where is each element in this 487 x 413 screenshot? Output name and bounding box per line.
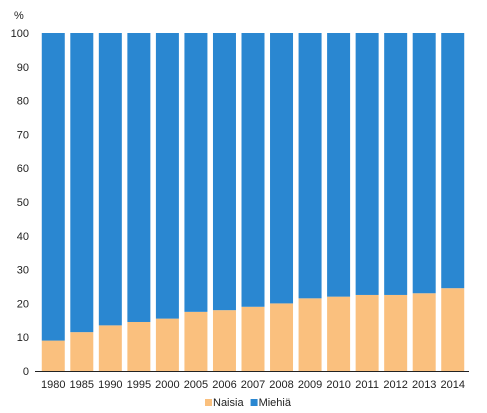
bar-segment-miehia (412, 33, 436, 294)
x-tick-label: 2008 (269, 379, 293, 391)
y-axis-tick-labels: 0 10 20 30 40 50 60 70 80 90 100 (11, 28, 29, 378)
x-tick-label: 1995 (127, 379, 151, 391)
bar-segment-miehia (70, 33, 94, 333)
x-tick-label: 2005 (184, 379, 208, 391)
bars-group (41, 33, 465, 371)
bar-segment-naisia (384, 294, 408, 371)
y-tick-label: 90 (17, 62, 29, 74)
y-tick-label: 50 (17, 197, 29, 209)
bar-segment-miehia (355, 33, 379, 295)
legend-swatch-naisia (205, 399, 212, 406)
y-tick-label: 10 (17, 332, 29, 344)
x-tick-label: 2011 (355, 379, 379, 391)
bar-segment-miehia (41, 33, 65, 341)
bar-segment-naisia (98, 325, 122, 371)
bar-segment-naisia (298, 298, 322, 371)
y-tick-label: 80 (17, 96, 29, 108)
bar-segment-miehia (155, 33, 179, 319)
bar-segment-miehia (127, 33, 151, 322)
bar-segment-miehia (327, 33, 351, 297)
y-axis-unit-label: % (14, 10, 24, 22)
bar-segment-naisia (155, 318, 179, 371)
bar-segment-miehia (384, 33, 408, 295)
y-tick-label: 20 (17, 298, 29, 310)
y-tick-label: 40 (17, 231, 29, 243)
bar-segment-naisia (70, 332, 94, 371)
bar-segment-naisia (212, 310, 236, 371)
y-tick-label: 0 (23, 366, 29, 378)
y-tick-label: 30 (17, 265, 29, 277)
bar-segment-miehia (298, 33, 322, 299)
y-tick-label: 60 (17, 163, 29, 175)
x-tick-label: 2006 (212, 379, 236, 391)
legend: Naisia Miehiä (205, 397, 292, 409)
bar-segment-miehia (212, 33, 236, 311)
x-tick-label: 2013 (412, 379, 436, 391)
x-tick-label: 2014 (440, 379, 464, 391)
bar-segment-miehia (241, 33, 265, 307)
bar-segment-naisia (184, 311, 208, 371)
x-tick-label: 2009 (298, 379, 322, 391)
bar-segment-naisia (241, 306, 265, 371)
bar-segment-naisia (412, 293, 436, 371)
x-tick-label: 1980 (41, 379, 65, 391)
x-tick-label: 2000 (155, 379, 179, 391)
bar-segment-naisia (127, 321, 151, 371)
bar-segment-miehia (441, 33, 465, 289)
bar-segment-miehia (184, 33, 208, 312)
y-tick-label: 100 (11, 28, 29, 40)
x-tick-label: 2010 (326, 379, 350, 391)
legend-label-naisia: Naisia (213, 397, 244, 409)
bar-segment-miehia (98, 33, 122, 326)
bar-segment-naisia (441, 288, 465, 371)
bar-segment-naisia (327, 296, 351, 371)
x-tick-label: 2012 (383, 379, 407, 391)
x-tick-label: 2007 (241, 379, 265, 391)
x-tick-label: 1985 (70, 379, 94, 391)
x-tick-label: 1990 (98, 379, 122, 391)
y-tick-label: 70 (17, 129, 29, 141)
bar-segment-naisia (270, 303, 294, 371)
bar-segment-miehia (270, 33, 294, 304)
bar-segment-naisia (41, 340, 65, 371)
bar-segment-naisia (355, 294, 379, 371)
x-axis-tick-labels: 1980 1985 1990 1995 2000 2005 2006 2007 2008 2009… (41, 379, 465, 391)
legend-label-miehia: Miehiä (259, 397, 292, 409)
legend-swatch-miehia (250, 399, 258, 406)
